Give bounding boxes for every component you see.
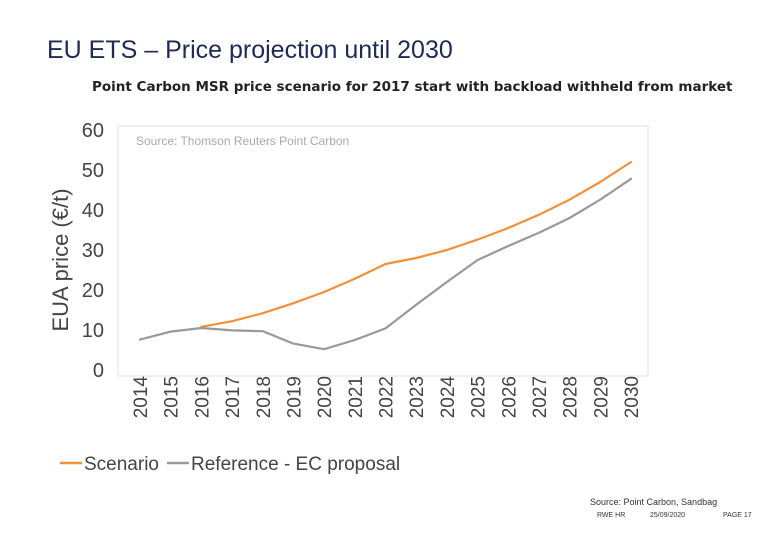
y-tick-label: 20 xyxy=(82,280,104,302)
y-tick-label: 40 xyxy=(82,200,104,222)
y-tick-label: 50 xyxy=(82,160,104,182)
x-tick-label: 2020 xyxy=(315,376,336,418)
chart-source-note: Source: Thomson Reuters Point Carbon xyxy=(136,134,349,148)
x-tick-label: 2018 xyxy=(254,376,275,418)
y-tick-label: 60 xyxy=(82,120,104,142)
series-line-scenario xyxy=(200,160,633,328)
footer-source: Source: Point Carbon, Sandbag xyxy=(590,497,718,507)
x-tick-label: 2023 xyxy=(407,376,428,418)
y-tick-label: 0 xyxy=(93,360,104,382)
x-tick-label: 2022 xyxy=(377,376,398,418)
x-tick-label: 2025 xyxy=(469,376,490,418)
plot-frame xyxy=(117,125,649,377)
x-tick-label: 2024 xyxy=(438,376,459,419)
x-tick-label: 2015 xyxy=(162,376,183,418)
y-tick-label: 30 xyxy=(82,240,104,262)
x-tick-label: 2014 xyxy=(131,376,152,419)
footer-date: 25/09/2020 xyxy=(650,512,686,519)
x-tick-label: 2017 xyxy=(223,376,244,418)
legend-label-scenario: Scenario xyxy=(84,454,159,475)
series-line-reference xyxy=(138,177,633,351)
slide-title: EU ETS – Price projection until 2030 xyxy=(47,36,453,64)
x-tick-label: 2021 xyxy=(346,376,367,418)
x-tick-label: 2016 xyxy=(192,376,213,418)
footer-org: RWE HR xyxy=(597,512,626,519)
x-tick-label: 2026 xyxy=(499,376,520,418)
x-tick-label: 2027 xyxy=(530,376,551,418)
y-axis-title: EUA price (€/t) xyxy=(48,188,73,331)
x-tick-label: 2028 xyxy=(561,376,582,418)
legend-label-reference: Reference - EC proposal xyxy=(191,454,400,475)
footer-page: PAGE 17 xyxy=(723,512,752,519)
y-tick-label: 10 xyxy=(82,320,104,342)
chart-title: Point Carbon MSR price scenario for 2017… xyxy=(92,79,733,95)
x-tick-label: 2030 xyxy=(622,376,643,418)
x-tick-label: 2019 xyxy=(284,376,305,418)
x-tick-label: 2029 xyxy=(591,376,612,418)
